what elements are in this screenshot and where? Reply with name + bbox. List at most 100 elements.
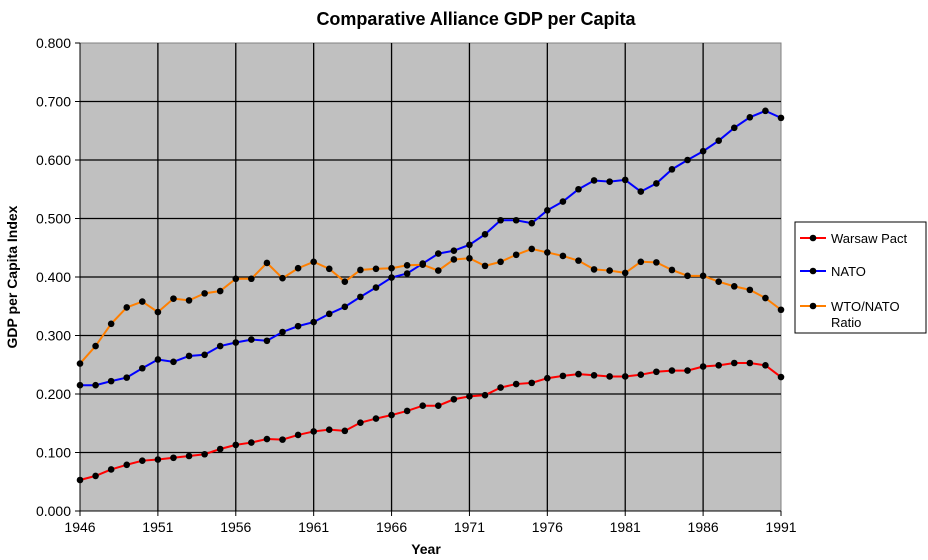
data-point — [279, 274, 286, 282]
data-point — [762, 107, 769, 115]
y-tick-label: 0.000 — [36, 503, 71, 519]
data-point — [185, 452, 193, 460]
y-tick-label: 0.800 — [36, 35, 71, 51]
data-point — [497, 216, 504, 224]
data-point — [170, 295, 177, 302]
data-point — [263, 259, 271, 267]
data-point — [434, 267, 442, 274]
data-point — [232, 441, 240, 449]
data-point — [730, 359, 738, 367]
legend-label-warsaw-pact: Warsaw Pact — [831, 231, 907, 246]
data-point — [76, 476, 84, 484]
legend-label-nato: NATO — [831, 264, 866, 279]
data-point — [372, 265, 380, 273]
data-point — [528, 245, 536, 253]
data-point — [294, 322, 302, 330]
legend-label-ratio: WTO/NATO — [831, 299, 900, 314]
y-axis-label: GDP per Capita Index — [4, 205, 20, 348]
data-point — [653, 368, 660, 376]
data-point — [232, 339, 240, 346]
data-point — [528, 379, 536, 387]
data-point — [668, 166, 676, 173]
data-point — [746, 286, 754, 294]
data-point — [310, 428, 317, 435]
data-point — [216, 445, 224, 453]
data-point — [497, 384, 504, 391]
data-point — [450, 256, 458, 263]
data-point — [216, 342, 224, 350]
data-point — [544, 374, 551, 382]
data-point — [466, 254, 473, 262]
data-point — [621, 269, 629, 277]
data-point — [357, 266, 364, 274]
data-point — [92, 381, 99, 389]
data-point — [139, 298, 146, 305]
axis-ticks: 0.000 0.100 0.200 0.300 0.400 0.500 0.600 0.700… — [36, 35, 797, 535]
data-point — [715, 137, 722, 144]
series-lines — [76, 107, 785, 484]
data-point — [746, 359, 754, 367]
x-tick-label: 1971 — [454, 519, 485, 535]
data-point — [310, 258, 317, 266]
data-point — [170, 358, 177, 366]
data-point — [746, 113, 754, 121]
data-point — [668, 266, 676, 274]
data-point — [450, 395, 458, 403]
data-point — [388, 264, 395, 272]
data-point — [310, 318, 317, 326]
y-tick-label: 0.200 — [36, 386, 71, 402]
y-tick-label: 0.300 — [36, 328, 71, 344]
data-point — [325, 426, 333, 433]
data-point — [294, 431, 302, 439]
data-point — [248, 439, 255, 446]
data-point — [154, 356, 162, 363]
data-point — [107, 466, 115, 473]
data-point — [123, 304, 131, 311]
x-tick-label: 1976 — [532, 519, 563, 535]
data-point — [294, 264, 302, 272]
data-point — [419, 402, 427, 410]
data-point — [201, 351, 208, 359]
y-tick-label: 0.700 — [36, 94, 71, 110]
data-point — [372, 284, 380, 291]
data-point — [606, 178, 613, 185]
data-point — [216, 287, 224, 295]
data-point — [185, 297, 193, 304]
x-axis-label: Year — [411, 541, 441, 557]
data-point — [653, 259, 660, 266]
data-point — [777, 306, 785, 314]
data-point — [590, 371, 598, 379]
data-point — [699, 147, 707, 155]
x-tick-label: 1956 — [220, 519, 251, 535]
legend-swatch-marker — [809, 302, 817, 310]
data-point — [325, 265, 333, 273]
legend: Warsaw Pact NATO WTO/NATO Ratio — [794, 221, 927, 334]
data-point — [403, 407, 411, 415]
data-point — [232, 275, 240, 283]
data-point — [123, 374, 131, 381]
data-point — [170, 454, 177, 462]
data-point — [606, 373, 613, 380]
data-point — [201, 290, 208, 297]
data-point — [575, 257, 582, 264]
data-point — [248, 275, 255, 283]
data-point — [279, 436, 286, 443]
data-point — [372, 415, 380, 422]
data-point — [92, 472, 99, 480]
data-point — [699, 272, 707, 280]
data-point — [606, 267, 613, 274]
x-tick-label: 1986 — [688, 519, 719, 535]
data-point — [512, 380, 520, 388]
data-point — [434, 250, 442, 257]
data-point — [777, 373, 785, 381]
data-point — [715, 362, 722, 369]
data-point — [154, 456, 162, 463]
data-point — [481, 230, 489, 238]
data-point — [684, 367, 691, 374]
data-point — [263, 435, 271, 443]
data-point — [139, 457, 146, 464]
data-point — [325, 310, 333, 318]
data-point — [762, 294, 769, 302]
data-point — [528, 219, 536, 227]
